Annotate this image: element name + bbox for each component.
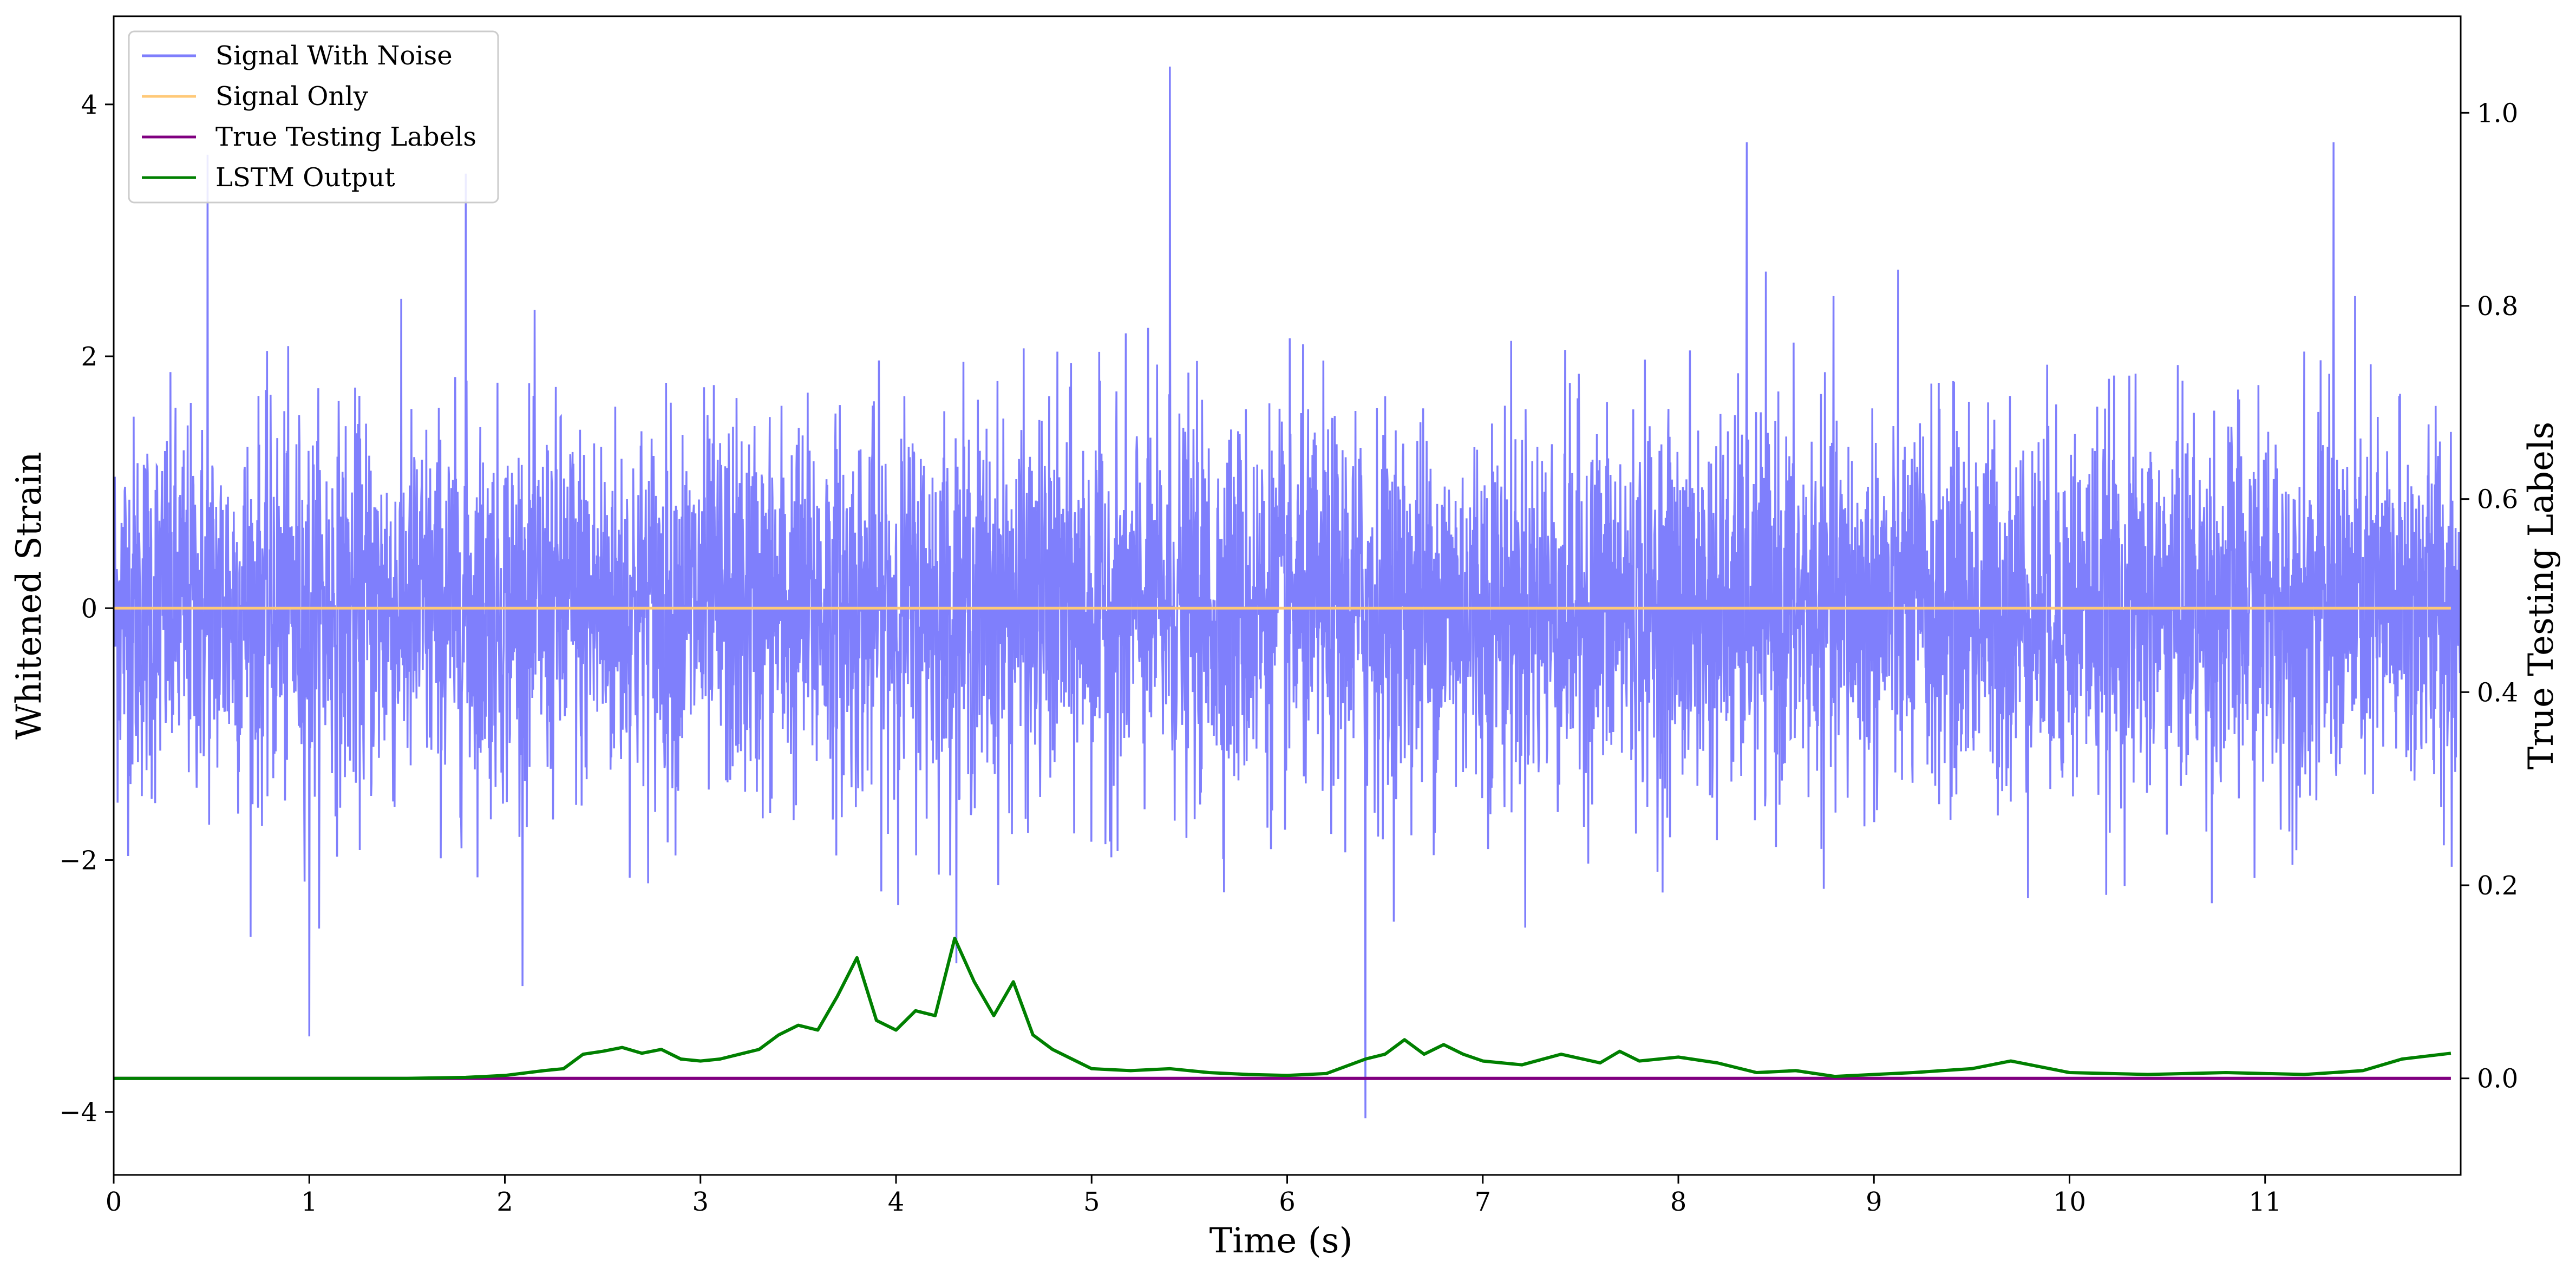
legend-label-lstm-output: LSTM Output (215, 162, 395, 193)
x-tick-label: 3 (692, 1187, 709, 1217)
x-tick-label: 10 (2053, 1187, 2086, 1217)
y-tick-label: 0 (81, 593, 97, 624)
x-tick-label: 0 (106, 1187, 122, 1217)
y-tick-label: 4 (81, 90, 97, 120)
series-line-lstm-output (114, 937, 2451, 1080)
x-tick-label: 8 (1670, 1187, 1687, 1217)
x-tick-label: 7 (1474, 1187, 1491, 1217)
legend: Signal With Noise Signal Only True Testi… (128, 30, 499, 204)
plot-area (114, 66, 2461, 1119)
y-axis-right: 0.0 0.2 0.4 0.6 0.8 1.0 (2461, 98, 2518, 1094)
y2-tick-label: 0.0 (2477, 1064, 2518, 1094)
x-tick-label: 9 (1866, 1187, 1882, 1217)
y2-tick-label: 0.6 (2477, 485, 2518, 515)
y2-tick-label: 0.2 (2477, 871, 2518, 901)
y-tick-label: −2 (59, 845, 97, 876)
y2-axis-title: True Testing Labels (2521, 422, 2561, 770)
y2-tick-label: 0.8 (2477, 291, 2518, 322)
x-axis: 0 1 2 3 4 5 6 7 8 9 10 11 (106, 1175, 2281, 1217)
y-axis-left: −4 −2 0 2 4 (59, 90, 114, 1128)
legend-label-signal-only: Signal Only (215, 81, 368, 112)
x-tick-label: 2 (496, 1187, 513, 1217)
x-axis-title: Time (s) (1209, 1221, 1353, 1261)
series-line-signal-with-noise (114, 66, 2461, 1119)
y-tick-label: −4 (59, 1097, 97, 1128)
y-tick-label: 2 (81, 342, 97, 372)
x-tick-label: 4 (888, 1187, 905, 1217)
legend-box (128, 30, 499, 204)
y2-tick-label: 1.0 (2477, 98, 2518, 128)
x-tick-label: 5 (1083, 1187, 1100, 1217)
legend-label-signal-with-noise: Signal With Noise (215, 41, 453, 71)
y-axis-title: Whitened Strain (9, 452, 49, 739)
legend-label-true-testing-labels: True Testing Labels (215, 122, 476, 152)
x-tick-label: 11 (2248, 1187, 2281, 1217)
y2-tick-label: 0.4 (2477, 677, 2518, 708)
x-tick-label: 6 (1279, 1187, 1296, 1217)
x-tick-label: 1 (301, 1187, 318, 1217)
